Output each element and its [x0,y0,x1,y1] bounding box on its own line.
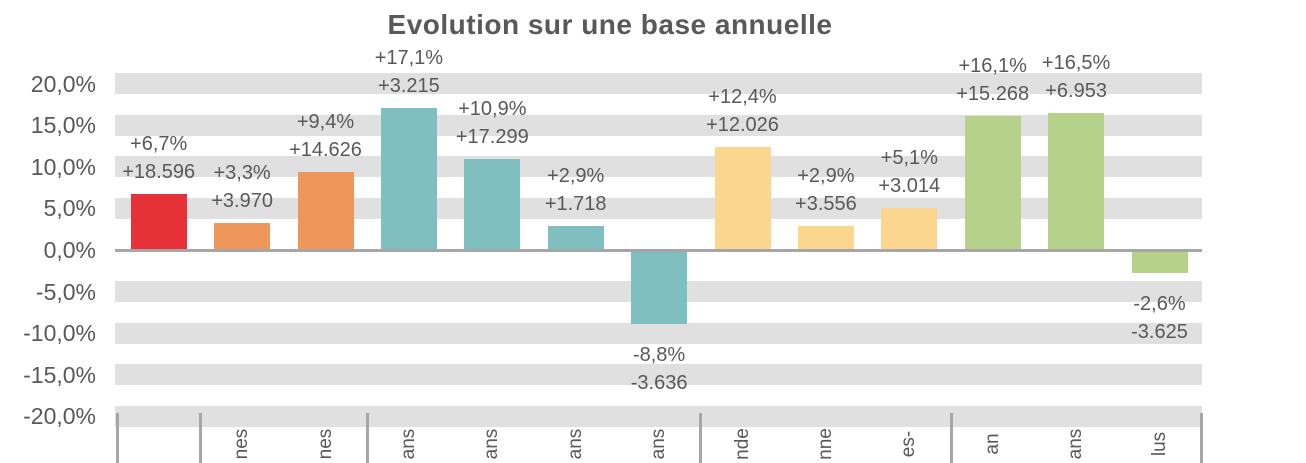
y-axis-label: -15,0% [23,361,96,388]
y-axis-label: 15,0% [30,112,96,139]
bar-pct-label: +6,7% [130,133,188,156]
bar-abs-label: +17.299 [455,126,529,149]
x-axis-label-fragment: ans [397,428,419,460]
bar [214,222,271,250]
x-axis-label-fragment: ans [648,428,670,460]
x-axis-label-fragment: ans [564,428,586,460]
y-axis-label: 20,0% [30,70,96,97]
bar-abs-label: +3.215 [378,74,440,97]
bar-abs-label: -3.625 [1131,320,1188,343]
x-axis-label-fragment: nes [231,428,253,460]
y-axis-label: 0,0% [43,237,96,263]
bar-pct-label: +16,1% [958,55,1027,78]
x-axis-label-fragment: nes [314,428,336,460]
bar-pct-label: +10,9% [458,98,527,121]
bar [1131,251,1188,273]
bar-pct-label: +12,4% [708,85,777,108]
bar-abs-label: +3.014 [878,174,941,197]
bar [380,107,437,250]
gridline-band [115,364,1202,386]
bar [964,116,1021,250]
bar-pct-label: -8,8% [632,344,686,367]
y-axis-label: -20,0% [23,403,96,430]
bar-pct-label: +5,1% [880,146,938,169]
x-axis-label-fragment: ans [481,428,503,460]
bar-abs-label: +3.556 [795,192,857,215]
category-axis-tick [699,413,703,463]
category-axis-tick [949,413,953,463]
bar [797,225,854,250]
bar-abs-label: +1.718 [544,192,607,215]
bar [297,171,354,250]
chart-title: Evolution sur une base annuelle [387,9,833,40]
x-axis-label-fragment: ans [1065,428,1087,460]
bar [881,207,938,250]
bar-pct-label: -2,6% [1133,292,1186,315]
bar-abs-label: +12.026 [706,113,779,136]
bar-pct-label: +16,5% [1041,51,1111,74]
y-axis-label: 5,0% [43,195,96,222]
bar-pct-label: +17,1% [374,46,444,69]
bar-pct-label: +2,9% [547,164,605,187]
category-axis-tick [1199,413,1203,463]
gridline-band [115,322,1202,344]
bar-abs-label: +3.970 [211,189,273,212]
x-axis-label-fragment: nde [731,428,753,460]
category-axis-tick [115,413,119,463]
bar-abs-label: +15.268 [956,83,1030,106]
gridline-band [115,405,1202,427]
category-axis-tick [198,413,202,463]
x-axis-label-fragment: an [981,433,1003,455]
y-axis-label: -5,0% [35,278,96,305]
bar-abs-label: +14.626 [289,138,362,161]
bar-abs-label: +6.953 [1045,79,1107,102]
bar [1048,112,1105,250]
bar-abs-label: +18.596 [122,161,196,184]
bar [714,146,771,250]
bar [547,225,604,250]
bar-pct-label: +2,9% [797,164,855,187]
x-axis-label-fragment: lus [1148,431,1170,457]
x-axis-label-fragment: nne [814,428,836,460]
zero-axis-line [115,248,1202,252]
gridline-band [115,73,1202,95]
x-axis-label-fragment: es- [898,430,920,458]
y-axis-label: 10,0% [30,153,96,180]
bar [130,194,187,250]
bar-abs-label: -3.636 [630,372,688,395]
bar [631,251,688,325]
bar [464,159,521,250]
category-axis-tick [365,413,369,463]
bar-pct-label: +9,4% [296,110,355,133]
y-axis-label: -10,0% [23,320,96,347]
bar-pct-label: +3,3% [213,161,271,184]
